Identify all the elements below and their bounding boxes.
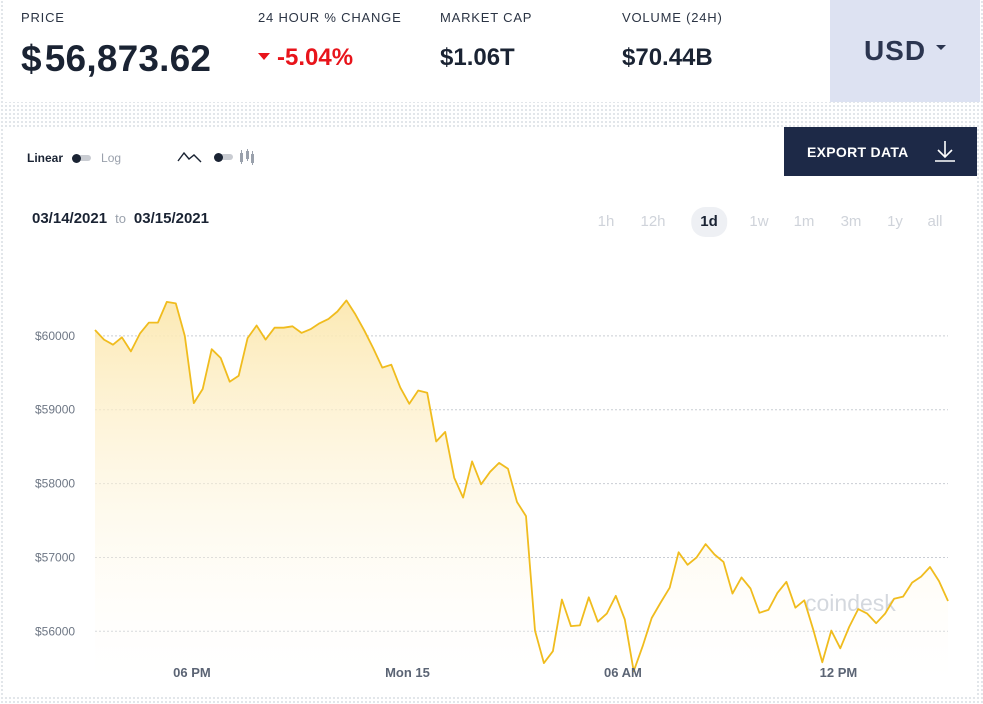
scale-toggle[interactable]: Linear Log [27,151,121,165]
market-cap-value: $1.06T [440,44,515,71]
chart-panel: Linear Log EXPORT DATA [3,127,977,697]
price-line-series [94,299,949,673]
price-amount: 56,873.62 [44,38,212,79]
change-amount: -5.04% [277,44,354,71]
range-tab-1d[interactable]: 1d [691,207,727,237]
range-tab-1h[interactable]: 1h [597,213,615,230]
y-tick-label: $60000 [35,329,75,343]
chart-type-switch[interactable] [214,152,233,162]
down-arrow-icon [258,53,270,61]
price-currency-symbol: $ [21,38,42,79]
chevron-down-icon [936,44,947,50]
range-tab-1w[interactable]: 1w [749,213,769,230]
market-cap-label: MARKET CAP [440,10,533,25]
chart-type-switch-knob [214,152,223,162]
y-tick-label: $57000 [35,550,75,564]
date-separator: to [115,211,126,226]
scale-switch-knob [72,153,82,163]
price-area-fill [95,300,948,683]
range-tab-all[interactable]: all [927,213,943,230]
y-tick-label: $59000 [35,403,75,417]
range-tab-3m[interactable]: 3m [840,213,862,230]
currency-label: USD [863,35,927,66]
scale-linear-option[interactable]: Linear [27,151,64,165]
stats-header: PRICE $56,873.62 24 HOUR % CHANGE -5.04%… [3,0,980,102]
range-tab-1m[interactable]: 1m [793,213,815,230]
y-tick-label: $56000 [35,624,75,638]
price-chart: $56000$57000$58000$59000$60000 coindesk … [35,299,949,683]
volume-label: VOLUME (24H) [622,10,723,25]
chart-type-toggle[interactable] [177,148,255,166]
date-from[interactable]: 03/14/2021 [32,210,108,227]
price-label: PRICE [21,10,65,25]
x-tick-label: 12 PM [820,665,858,680]
x-tick-label: Mon 15 [385,665,430,680]
date-range: 03/14/2021 to 03/15/2021 [32,210,209,227]
price-value: $56,873.62 [21,38,211,80]
scale-log-option[interactable]: Log [101,151,122,165]
candlestick-icon[interactable] [239,148,255,166]
range-tab-12h[interactable]: 12h [640,213,666,230]
currency-selector[interactable]: USD [830,0,980,102]
date-to[interactable]: 03/15/2021 [133,210,209,227]
export-data-label: EXPORT DATA [807,144,909,160]
scale-switch[interactable] [72,153,92,163]
y-axis-ticks: $56000 $57000 $58000 $59000 $60000 [35,329,75,638]
volume-value: $70.44B [622,44,713,71]
x-tick-label: 06 PM [173,665,211,680]
line-chart-icon[interactable] [177,149,203,165]
change-label: 24 HOUR % CHANGE [258,10,402,25]
range-tabs: 1h 12h 1d 1w 1m 3m 1y all [583,207,963,237]
coindesk-watermark: coindesk [805,590,896,616]
x-tick-label: 06 AM [604,665,642,680]
range-tab-1y[interactable]: 1y [887,213,903,230]
y-tick-label: $58000 [35,477,75,491]
change-value: -5.04% [258,44,353,72]
export-data-button[interactable]: EXPORT DATA [784,127,977,176]
x-axis-ticks: 06 PM Mon 15 06 AM 12 PM [173,665,857,680]
download-icon [933,139,957,168]
